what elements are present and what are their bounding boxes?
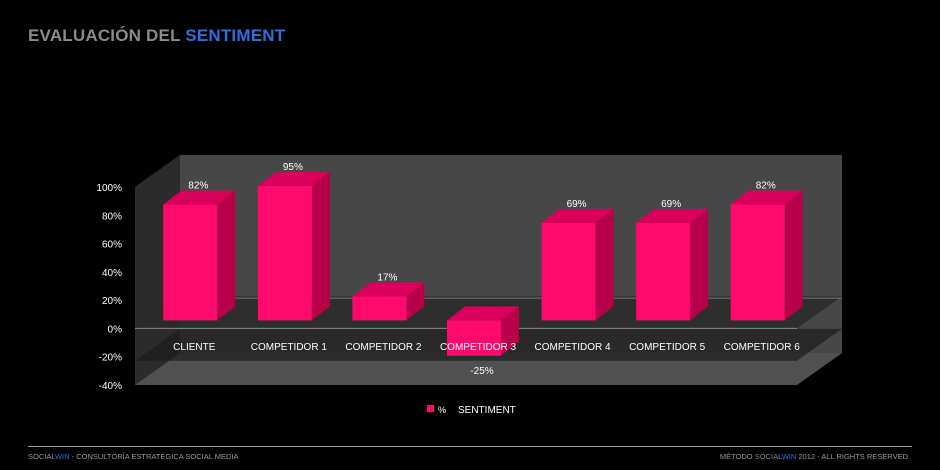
footer-brand-social: SOCIAL bbox=[28, 452, 55, 461]
y-tick-label: 40% bbox=[102, 268, 122, 279]
x-tick-label: COMPETIDOR 2 bbox=[345, 342, 422, 353]
legend-label: SENTIMENT bbox=[458, 405, 516, 416]
x-tick-label: COMPETIDOR 1 bbox=[251, 342, 328, 353]
x-tick-label: COMPETIDOR 5 bbox=[629, 342, 706, 353]
bar bbox=[163, 204, 218, 321]
bar bbox=[257, 186, 312, 321]
footer-method-social: SOCIAL bbox=[754, 452, 782, 461]
bar bbox=[352, 296, 407, 321]
bar bbox=[636, 222, 691, 321]
x-tick-label: COMPETIDOR 6 bbox=[724, 342, 801, 353]
bar-top bbox=[352, 282, 425, 297]
title-part-2: SENTIMENT bbox=[185, 26, 286, 45]
bar-side bbox=[311, 172, 330, 321]
y-tick-label: 20% bbox=[102, 296, 122, 307]
data-label: -25% bbox=[470, 366, 493, 377]
footer-rights: 2012 - ALL RIGHTS RESERVED bbox=[796, 452, 908, 461]
bar-top bbox=[257, 172, 330, 187]
data-label: 69% bbox=[661, 199, 681, 210]
bar-top bbox=[447, 306, 519, 321]
footer-right: MÉTODO SOCIALWIN 2012 - ALL RIGHTS RESER… bbox=[720, 452, 908, 461]
y-tick-label: 100% bbox=[96, 183, 122, 194]
bar bbox=[447, 320, 501, 356]
bar-top bbox=[541, 208, 614, 223]
bar-side bbox=[690, 208, 709, 321]
bar bbox=[541, 222, 596, 321]
y-tick-label: -40% bbox=[99, 381, 122, 392]
bar bbox=[730, 204, 785, 321]
sentiment-bar-chart: 100% 80% 60% 40% 20% 0% -20% -40% CLIENTE 82% COMP… bbox=[96, 155, 842, 416]
bar-top bbox=[636, 208, 709, 223]
footer-method-win: WIN bbox=[781, 452, 797, 461]
footer-method: MÉTODO bbox=[719, 452, 755, 461]
footer-tagline: - CONSULTORÍA ESTRATÉGICA SOCIAL MEDIA bbox=[69, 452, 239, 461]
bar-side bbox=[501, 306, 519, 356]
data-label: 17% bbox=[377, 272, 397, 283]
bar-top bbox=[163, 190, 236, 205]
footer-left: SOCIALWIN - CONSULTORÍA ESTRATÉGICA SOCI… bbox=[28, 452, 238, 461]
x-tick-label: CLIENTE bbox=[173, 342, 216, 353]
bar-side bbox=[406, 282, 425, 321]
page-title: EVALUACIÓN DEL SENTIMENT bbox=[28, 26, 285, 46]
legend-swatch bbox=[427, 405, 434, 412]
data-label: 95% bbox=[283, 162, 303, 173]
data-label: 82% bbox=[188, 180, 208, 191]
x-tick-label: COMPETIDOR 4 bbox=[535, 342, 612, 353]
title-part-1: EVALUACIÓN DEL bbox=[28, 26, 186, 45]
footer-brand-win: WIN bbox=[54, 452, 70, 461]
y-tick-label: 60% bbox=[102, 240, 122, 251]
bar-top bbox=[730, 190, 803, 205]
bar-side bbox=[595, 208, 614, 321]
plot-floor bbox=[135, 353, 842, 385]
x-tick-label: COMPETIDOR 3 bbox=[440, 342, 517, 353]
data-label: 82% bbox=[756, 180, 776, 191]
legend-marker: % bbox=[438, 405, 446, 415]
y-tick-label: 0% bbox=[108, 324, 123, 335]
bar-side bbox=[217, 190, 236, 321]
y-tick-label: 80% bbox=[102, 211, 122, 222]
footer-divider bbox=[28, 446, 912, 447]
bar-side bbox=[784, 190, 803, 321]
y-tick-label: -20% bbox=[99, 353, 122, 364]
data-label: 69% bbox=[567, 199, 587, 210]
